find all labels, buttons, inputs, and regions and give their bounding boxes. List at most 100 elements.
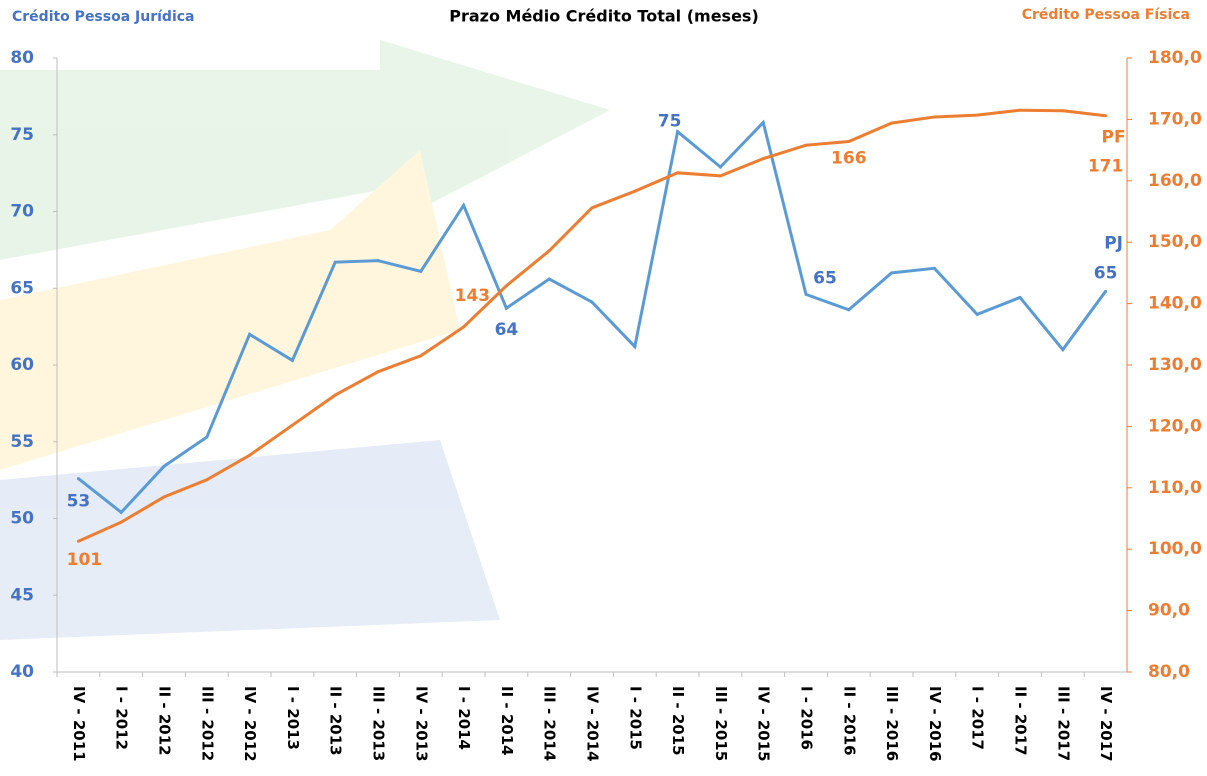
x-tick-label: IV - 2012 (241, 686, 259, 762)
x-tick-label: I - 2014 (455, 686, 473, 750)
y2-tick-label: 110,0 (1148, 478, 1202, 498)
x-tick-label: I - 2015 (626, 686, 644, 750)
data-point (591, 301, 594, 304)
data-point (933, 267, 936, 270)
data-label: 171 (1088, 157, 1124, 177)
x-tick-label: II - 2012 (156, 686, 174, 756)
x-tick-label: I - 2012 (113, 686, 131, 750)
data-label: 53 (67, 492, 91, 512)
y-tick-label: 75 (10, 125, 34, 145)
x-tick-label: II - 2017 (1012, 686, 1030, 756)
data-point (120, 521, 123, 524)
x-tick-label: IV - 2016 (926, 686, 944, 762)
data-point (1019, 296, 1022, 299)
y-tick-label: 60 (10, 355, 34, 375)
x-tick-label: IV - 2014 (584, 686, 602, 762)
x-tick-label: IV - 2017 (1097, 686, 1115, 762)
data-point (462, 325, 465, 328)
data-point (633, 345, 636, 348)
y2-tick-label: 150,0 (1148, 232, 1202, 252)
data-point (719, 165, 722, 168)
data-label: 65 (813, 268, 837, 288)
series-name: PF (1102, 128, 1126, 148)
arrow-decoration (0, 40, 610, 260)
data-point (1019, 109, 1022, 112)
y2-axis-title: Crédito Pessoa Física (1022, 7, 1190, 23)
y2-tick-label: 140,0 (1148, 294, 1202, 314)
data-point (847, 140, 850, 143)
x-tick-label: I - 2017 (969, 686, 987, 750)
data-point (419, 354, 422, 357)
y-tick-label: 70 (10, 202, 34, 222)
x-tick-label: III - 2013 (370, 686, 388, 761)
chart-title: Prazo Médio Crédito Total (meses) (449, 7, 759, 26)
data-point (419, 270, 422, 273)
y-axis-title: Crédito Pessoa Jurídica (12, 9, 195, 25)
data-point (890, 271, 893, 274)
y2-tick-label: 160,0 (1148, 171, 1202, 191)
x-tick-label: III - 2015 (712, 686, 730, 761)
data-point (248, 333, 251, 336)
arrow-decoration (0, 440, 500, 640)
y2-tick-label: 170,0 (1148, 109, 1202, 129)
data-point (719, 174, 722, 177)
data-point (377, 259, 380, 262)
data-point (976, 313, 979, 316)
data-point (548, 278, 551, 281)
data-point (205, 436, 208, 439)
data-point (163, 496, 166, 499)
y2-tick-label: 120,0 (1148, 416, 1202, 436)
data-point (377, 370, 380, 373)
data-point (334, 261, 337, 264)
data-label: 64 (495, 320, 519, 340)
y-tick-label: 65 (10, 278, 34, 298)
y2-tick-label: 80,0 (1148, 662, 1190, 682)
data-point (805, 293, 808, 296)
y-tick-label: 55 (10, 432, 34, 452)
y2-tick-label: 90,0 (1148, 601, 1190, 621)
data-point (248, 454, 251, 457)
x-tick-label: I - 2016 (798, 686, 816, 750)
data-point (291, 359, 294, 362)
data-point (120, 511, 123, 514)
data-label: 75 (658, 112, 682, 132)
data-point (1061, 109, 1064, 112)
data-label: 65 (1094, 263, 1118, 283)
x-tick-label: III - 2016 (883, 686, 901, 761)
x-tick-label: II - 2014 (498, 686, 516, 756)
data-point (805, 144, 808, 147)
data-point (933, 115, 936, 118)
data-label: 166 (831, 149, 867, 169)
x-tick-label: II - 2015 (669, 686, 687, 756)
y-tick-label: 50 (10, 509, 34, 529)
data-point (633, 190, 636, 193)
data-point (163, 465, 166, 468)
x-tick-label: III - 2012 (198, 686, 216, 761)
data-point (505, 284, 508, 287)
data-point (548, 249, 551, 252)
data-point (1104, 290, 1107, 293)
x-tick-label: II - 2013 (327, 686, 345, 756)
chart: Crédito Pessoa Jurídica Prazo Médio Créd… (0, 0, 1207, 776)
data-point (676, 171, 679, 174)
y2-tick-label: 130,0 (1148, 355, 1202, 375)
x-tick-label: II - 2016 (840, 686, 858, 756)
data-point (762, 121, 765, 124)
data-point (462, 204, 465, 207)
data-point (505, 307, 508, 310)
x-tick-label: IV - 2015 (755, 686, 773, 762)
data-point (1061, 348, 1064, 351)
y-tick-label: 45 (10, 585, 34, 605)
data-point (890, 122, 893, 125)
data-point (762, 157, 765, 160)
y-tick-label: 80 (10, 48, 34, 68)
y2-tick-label: 100,0 (1148, 539, 1202, 559)
x-tick-label: III - 2017 (1054, 686, 1072, 761)
series-name: PJ (1104, 233, 1123, 253)
x-tick-label: I - 2013 (284, 686, 302, 750)
data-label: 143 (455, 286, 491, 306)
x-tick-label: IV - 2011 (70, 686, 88, 762)
data-point (976, 114, 979, 117)
data-point (77, 477, 80, 480)
y-tick-label: 40 (10, 662, 34, 682)
